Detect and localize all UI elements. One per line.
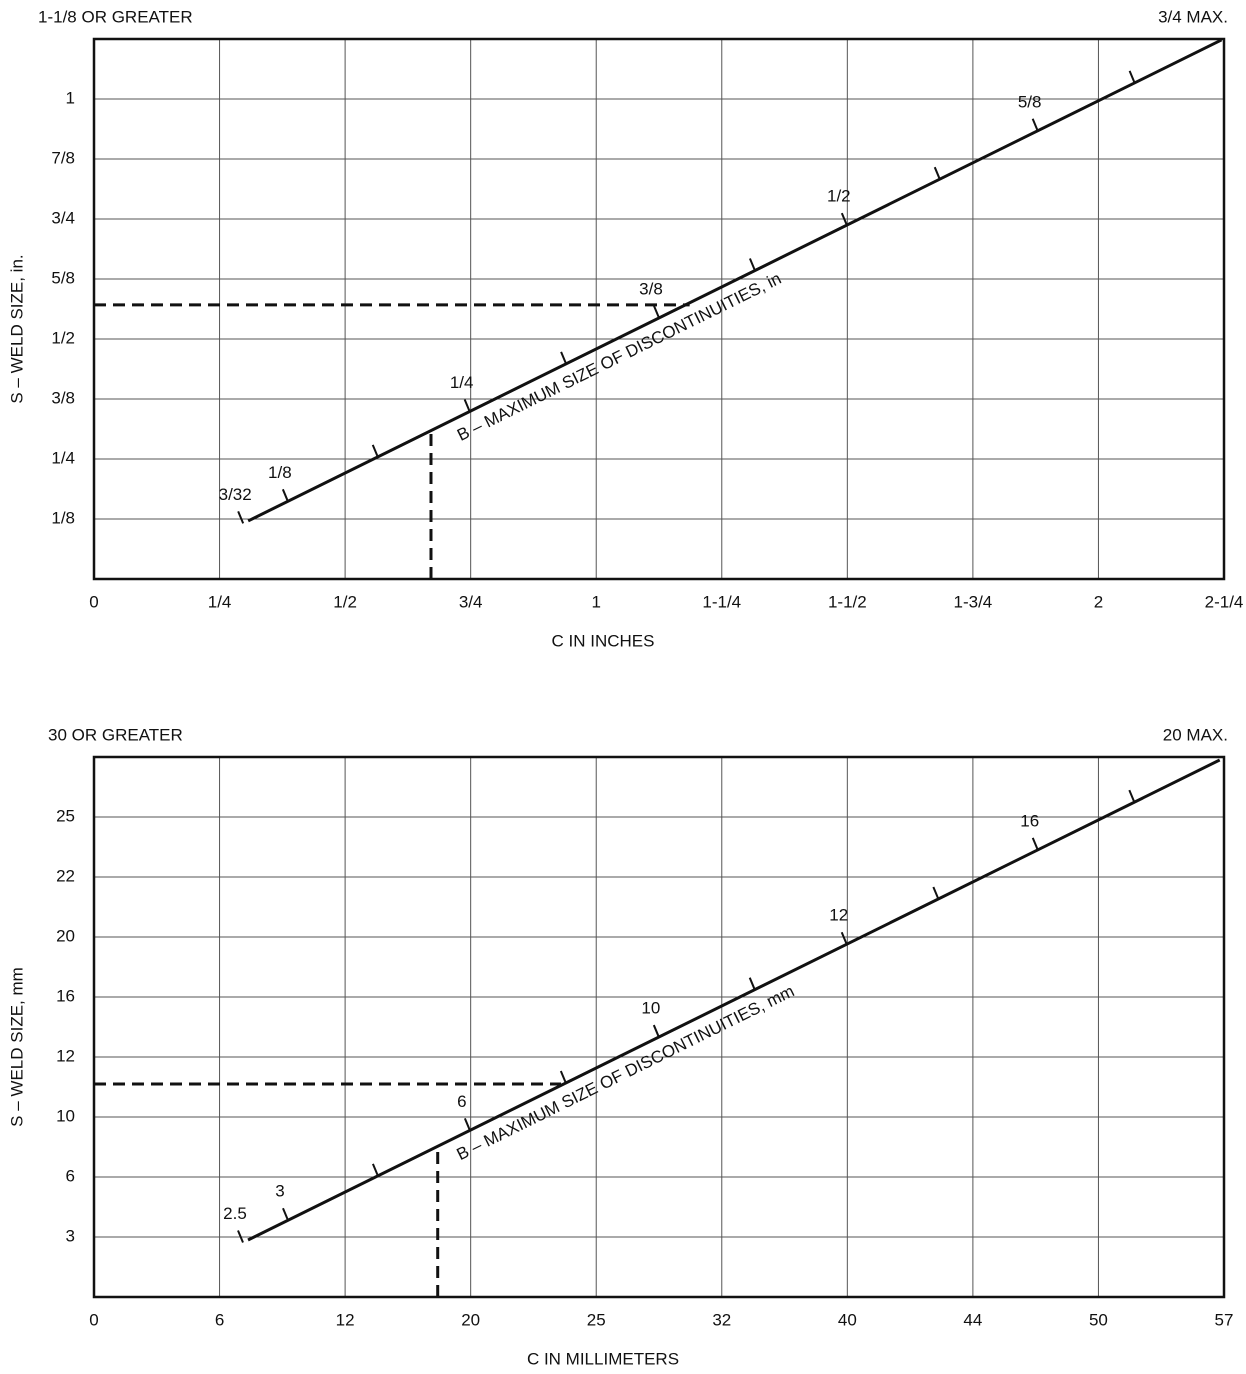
x-tick-label: 0 xyxy=(89,1310,98,1329)
x-tick-label: 57 xyxy=(1215,1310,1234,1329)
b-tick xyxy=(748,977,756,991)
x-tick-label: 40 xyxy=(838,1310,857,1329)
b-tick xyxy=(653,305,660,319)
y-axis-label: S – WELD SIZE, in. xyxy=(7,254,26,403)
x-tick-label: 1-1/2 xyxy=(828,592,867,611)
b-tick xyxy=(237,1230,244,1243)
data-line xyxy=(247,758,1221,1242)
y-tick-label: 1/2 xyxy=(51,328,75,347)
y-tick-label: 1 xyxy=(66,88,75,107)
y-tick-label: 5/8 xyxy=(51,268,75,287)
b-tick xyxy=(237,511,245,524)
x-tick-label: 32 xyxy=(712,1310,731,1329)
x-axis-label: C IN INCHES xyxy=(552,631,655,650)
y-tick-label: 16 xyxy=(56,986,75,1005)
b-tick-label: 6 xyxy=(457,1092,466,1111)
x-tick-label: 2 xyxy=(1094,592,1103,611)
x-tick-label: 12 xyxy=(336,1310,355,1329)
corner-note: 3/4 MAX. xyxy=(1158,7,1228,26)
x-tick-label: 50 xyxy=(1089,1310,1108,1329)
b-tick xyxy=(463,1118,471,1131)
b-tick xyxy=(840,212,848,226)
y-tick-label: 1/8 xyxy=(51,508,75,527)
b-tick-label: 1/2 xyxy=(827,187,851,206)
b-tick-label: 3/32 xyxy=(219,485,252,504)
b-tick xyxy=(932,886,940,900)
b-tick-label: 2.5 xyxy=(223,1204,247,1223)
corner-note: 30 OR GREATER xyxy=(48,725,183,744)
b-tick xyxy=(371,444,379,458)
corner-note: 20 MAX. xyxy=(1163,725,1228,744)
x-tick-label: 1-1/4 xyxy=(702,592,741,611)
b-tick-label: 1/4 xyxy=(450,373,474,392)
x-tick-label: 25 xyxy=(587,1310,606,1329)
b-tick xyxy=(281,488,289,502)
x-tick-label: 3/4 xyxy=(459,592,483,611)
b-tick xyxy=(1031,837,1039,851)
y-tick-label: 12 xyxy=(56,1046,75,1065)
data-line xyxy=(247,38,1223,523)
x-axis-label: C IN MILLIMETERS xyxy=(527,1349,679,1368)
y-tick-label: 6 xyxy=(66,1166,75,1185)
b-tick-label: 10 xyxy=(641,999,660,1018)
line-label: B – MAXIMUM SIZE OF DISCONTINUITIES, in xyxy=(454,269,784,445)
b-tick xyxy=(933,166,941,180)
b-tick xyxy=(560,351,568,365)
y-tick-label: 3/4 xyxy=(51,208,75,227)
x-tick-label: 1-3/4 xyxy=(954,592,993,611)
b-tick xyxy=(463,399,471,412)
x-tick-label: 1/2 xyxy=(333,592,357,611)
corner-note: 1-1/8 OR GREATER xyxy=(38,7,193,26)
b-tick xyxy=(1031,118,1039,132)
plot-frame xyxy=(92,37,1226,581)
b-tick xyxy=(749,258,756,271)
y-tick-label: 25 xyxy=(56,806,75,825)
x-tick-label: 1 xyxy=(591,592,600,611)
x-tick-label: 0 xyxy=(89,592,98,611)
b-tick xyxy=(652,1024,660,1038)
x-tick-label: 1/4 xyxy=(208,592,232,611)
b-tick-label: 12 xyxy=(829,906,848,925)
y-tick-label: 3 xyxy=(66,1226,75,1245)
b-tick-label: 16 xyxy=(1020,811,1039,830)
plot-frame xyxy=(92,755,1226,1299)
y-tick-label: 10 xyxy=(56,1106,75,1125)
y-axis-label: S – WELD SIZE, mm xyxy=(7,967,26,1127)
y-tick-label: 22 xyxy=(56,866,75,885)
y-tick-label: 7/8 xyxy=(51,148,75,167)
b-tick-label: 3/8 xyxy=(639,279,663,298)
b-tick xyxy=(371,1163,379,1177)
x-tick-label: 2-1/4 xyxy=(1205,592,1244,611)
x-tick-label: 20 xyxy=(461,1310,480,1329)
b-tick xyxy=(1128,789,1136,803)
x-tick-label: 44 xyxy=(963,1310,982,1329)
b-tick xyxy=(1128,70,1136,84)
y-tick-label: 1/4 xyxy=(51,448,75,467)
y-tick-label: 20 xyxy=(56,926,75,945)
x-tick-label: 6 xyxy=(215,1310,224,1329)
b-tick xyxy=(282,1207,289,1221)
y-tick-label: 3/8 xyxy=(51,388,75,407)
b-tick xyxy=(559,1070,567,1084)
b-tick-label: 1/8 xyxy=(268,463,292,482)
b-tick-label: 5/8 xyxy=(1018,92,1042,111)
b-tick-label: 3 xyxy=(275,1182,284,1201)
b-tick xyxy=(840,931,848,945)
line-label: B – MAXIMUM SIZE OF DISCONTINUITIES, mm xyxy=(454,981,798,1164)
